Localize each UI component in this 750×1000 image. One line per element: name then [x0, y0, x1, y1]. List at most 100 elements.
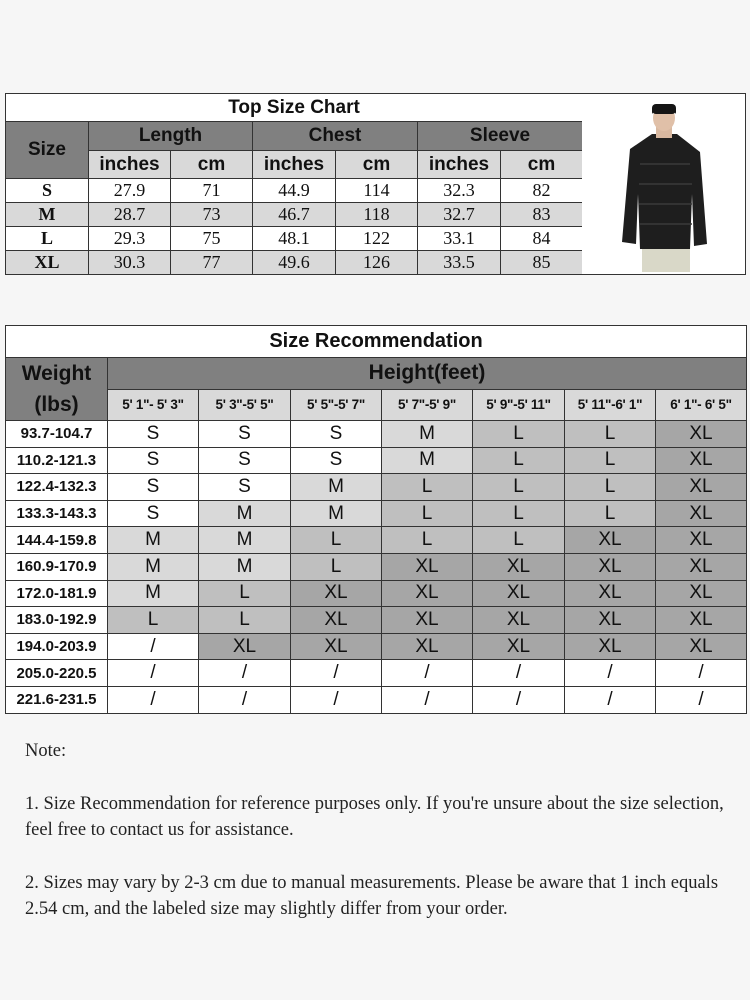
table-row: 160.9-170.9 M M L XL XL XL XL	[5, 552, 748, 581]
size-recommendation-cell: S	[107, 499, 199, 528]
size-recommendation-cell: /	[564, 659, 656, 687]
size-header: Size	[5, 121, 89, 179]
size-recommendation-cell: XL	[654, 526, 748, 554]
size-recommendation-cell: L	[381, 526, 473, 554]
note-item-1: 1. Size Recommendation for reference pur…	[25, 794, 724, 840]
size-recommendation-cell: XL	[290, 579, 382, 608]
size-recommendation-cell: XL	[472, 579, 565, 608]
size-recommendation-cell: XL	[290, 606, 382, 634]
height-range-header: 5' 7"-5' 9"	[381, 388, 473, 421]
size-recommendation-cell: S	[107, 473, 199, 501]
weight-range-cell: 144.4-159.8	[5, 526, 108, 554]
size-recommendation-cell: L	[564, 473, 656, 501]
size-recommendation-cell: /	[198, 659, 291, 687]
size-recommendation-cell: L	[198, 606, 291, 634]
measurement-cell: 126	[335, 250, 418, 275]
size-recommendation-cell: XL	[654, 446, 748, 475]
weight-header: Weight (lbs)	[5, 357, 108, 421]
table-row: XL 30.3 77 49.6 126 33.5 85	[5, 250, 584, 275]
size-recommendation-cell: S	[290, 420, 382, 448]
unit-header: cm	[335, 150, 418, 179]
size-cell: XL	[5, 250, 89, 275]
size-recommendation-cell: L	[381, 499, 473, 528]
product-photo	[582, 93, 746, 275]
size-recommendation-cell: S	[290, 446, 382, 475]
notes-heading: Note:	[25, 741, 67, 761]
size-recommendation-cell: XL	[564, 579, 656, 608]
size-recommendation-cell: XL	[564, 526, 656, 554]
size-recommendation-cell: M	[198, 499, 291, 528]
size-recommendation-cell: XL	[381, 606, 473, 634]
weight-range-cell: 110.2-121.3	[5, 446, 108, 475]
size-recommendation-cell: XL	[654, 420, 748, 448]
size-recommendation-cell: S	[107, 420, 199, 448]
model-jacket-image	[622, 104, 707, 272]
size-recommendation-cell: S	[198, 446, 291, 475]
top-chart-title: Top Size Chart	[4, 93, 584, 122]
size-cell: S	[5, 178, 89, 203]
measurement-cell: 83	[499, 202, 584, 227]
unit-header: inches	[88, 150, 171, 179]
size-recommendation-cell: XL	[654, 473, 748, 501]
table-row: 194.0-203.9/XL XL XL XL XL XL	[5, 632, 748, 661]
table-row: 172.0-181.9 M L XL XL XL XL XL	[5, 579, 748, 608]
measurement-cell: 32.7	[417, 202, 501, 227]
weight-range-cell: 221.6-231.5	[5, 685, 108, 714]
size-recommendation-cell: /	[290, 685, 382, 714]
size-cell: L	[5, 226, 89, 251]
size-recommendation-cell: /	[654, 659, 748, 687]
unit-header: inches	[417, 150, 501, 179]
measurement-cell: 82	[499, 178, 584, 203]
size-recommendation-cell: M	[107, 552, 199, 581]
weight-range-cell: 133.3-143.3	[5, 499, 108, 528]
size-recommendation-cell: XL	[472, 632, 565, 661]
table-row: L 29.3 75 48.1 122 33.1 84	[5, 226, 584, 251]
size-recommendation-cell: /	[107, 685, 199, 714]
weight-range-cell: 160.9-170.9	[5, 552, 108, 581]
size-recommendation-cell: XL	[654, 499, 748, 528]
size-recommendation-cell: L	[472, 473, 565, 501]
measurement-cell: 77	[170, 250, 253, 275]
table-row: 122.4-132.3 S S M L L L XL	[5, 473, 748, 501]
size-recommendation-cell: M	[381, 446, 473, 475]
size-cell: M	[5, 202, 89, 227]
weight-range-cell: 93.7-104.7	[5, 420, 108, 448]
size-recommendation-cell: S	[198, 473, 291, 501]
size-recommendation-cell: /	[381, 685, 473, 714]
unit-header: cm	[499, 150, 584, 179]
size-recommendation-cell: /	[654, 685, 748, 714]
measurement-cell: 84	[499, 226, 584, 251]
size-recommendation-cell: XL	[381, 552, 473, 581]
size-recommendation-cell: XL	[472, 606, 565, 634]
size-recommendation-cell: L	[564, 499, 656, 528]
size-recommendation-cell: /	[472, 659, 565, 687]
weight-range-cell: 194.0-203.9	[5, 632, 108, 661]
size-recommendation-cell: L	[107, 606, 199, 634]
measurement-cell: 33.5	[417, 250, 501, 275]
size-recommendation-cell: XL	[564, 552, 656, 581]
table-row: 133.3-143.3 S M M L L L XL	[5, 499, 748, 528]
note-item-2: 2. Sizes may vary by 2-3 cm due to manua…	[25, 873, 719, 919]
table-row: 183.0-192.9 L L XL XL XL XL XL	[5, 606, 748, 634]
weight-range-cell: 205.0-220.5	[5, 659, 108, 687]
size-recommendation-cell: L	[381, 473, 473, 501]
size-recommendation-cell: XL	[381, 579, 473, 608]
height-range-header: 5' 11"-6' 1"	[564, 388, 656, 421]
size-recommendation-cell: XL	[654, 606, 748, 634]
measurement-cell: 30.3	[88, 250, 171, 275]
top-size-chart: Top Size Chart Size Length Chest Sleeve …	[4, 93, 584, 275]
size-recommendation-cell: /	[472, 685, 565, 714]
size-recommendation-cell: XL	[654, 552, 748, 581]
measurement-cell: 118	[335, 202, 418, 227]
measurement-cell: 32.3	[417, 178, 501, 203]
size-recommendation-cell: XL	[654, 579, 748, 608]
length-header: Length	[88, 121, 253, 151]
measurement-cell: 75	[170, 226, 253, 251]
size-recommendation-cell: L	[472, 499, 565, 528]
size-recommendation-table: Size Recommendation Weight (lbs) Height(…	[4, 325, 748, 714]
size-recommendation-cell: XL	[381, 632, 473, 661]
size-recommendation-cell: XL	[198, 632, 291, 661]
measurement-cell: 48.1	[252, 226, 336, 251]
table-row: 93.7-104.7 S S S M L L XL	[5, 420, 748, 448]
size-recommendation-cell: XL	[290, 632, 382, 661]
